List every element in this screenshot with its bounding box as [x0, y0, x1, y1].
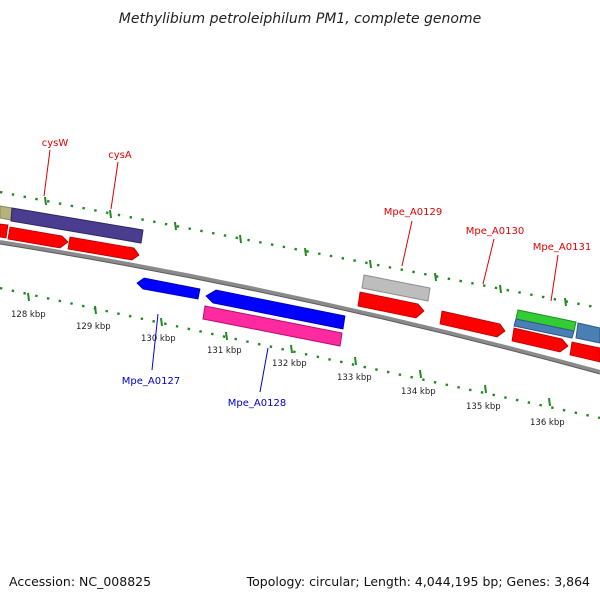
gene-mpe-a0129-grey[interactable]: [361, 274, 431, 302]
outer-major-tick: [174, 221, 177, 231]
reverse-cds-arrow-mpe-a0127[interactable]: [136, 277, 201, 300]
inner-major-tick: [94, 305, 97, 315]
inner-major-tick: [548, 397, 551, 407]
leader-mpe-a0131: [550, 254, 559, 302]
inner-major-tick: [484, 384, 487, 394]
forward-cds-arrow-cysw[interactable]: [7, 226, 69, 249]
topology-text: Topology: circular; Length: 4,044,195 bp…: [246, 574, 590, 589]
gene-label-mpe-a0127[interactable]: Mpe_A0127: [122, 376, 180, 387]
inner-major-tick: [290, 344, 293, 354]
tick-label: 136 kbp: [530, 418, 565, 428]
leader-mpe-a0127: [151, 313, 159, 371]
inner-major-ticks: [27, 292, 551, 407]
forward-cds-arrow-cysa[interactable]: [67, 236, 140, 261]
tick-label: 134 kbp: [401, 387, 436, 397]
genome-backbone-shadow: [0, 243, 600, 375]
gene-label-cysa[interactable]: cysA: [108, 150, 132, 161]
tick-label: 128 kbp: [11, 310, 46, 320]
gene-label-cysw[interactable]: cysW: [42, 138, 69, 149]
outer-major-tick: [564, 297, 567, 307]
outer-major-tick: [44, 196, 47, 206]
forward-cds-arrow-mpe-a0130[interactable]: [439, 310, 506, 338]
gene-label-leaders: [43, 149, 559, 393]
tick-labels: 128 kbp 129 kbp 130 kbp 131 kbp 132 kbp …: [11, 310, 565, 428]
tick-label: 132 kbp: [272, 359, 307, 369]
leader-cysa: [110, 161, 119, 210]
inner-major-tick: [27, 292, 30, 302]
reverse-cds-arrow-mpe-a0128[interactable]: [205, 289, 346, 330]
outer-major-tick: [499, 284, 502, 294]
tick-label: 135 kbp: [466, 402, 501, 412]
outer-major-tick: [239, 234, 242, 244]
inner-major-tick: [419, 369, 422, 379]
tick-label: 133 kbp: [337, 373, 372, 383]
tick-label: 129 kbp: [76, 322, 111, 332]
outer-major-ticks: [44, 196, 567, 307]
forward-cds-arrow[interactable]: [569, 341, 600, 363]
forward-cds-arrow-mpe-a0131[interactable]: [511, 327, 569, 353]
gene-mpe-a0128-pink[interactable]: [202, 305, 343, 347]
tick-label: 131 kbp: [207, 346, 242, 356]
gene-label-mpe-a0129[interactable]: Mpe_A0129: [384, 207, 442, 218]
inner-major-tick: [225, 331, 228, 341]
leader-mpe-a0128: [259, 347, 269, 393]
tick-label: 130 kbp: [141, 334, 176, 344]
forward-outer-genes: [0, 205, 600, 344]
leader-mpe-a0129: [401, 220, 413, 267]
inner-major-tick: [160, 317, 163, 327]
gene-labels: cysW cysA Mpe_A0129 Mpe_A0130 Mpe_A0131 …: [42, 138, 591, 409]
gene-label-mpe-a0131[interactable]: Mpe_A0131: [533, 242, 591, 253]
reverse-cds-arrows: [136, 277, 346, 330]
gene-steelblue-edge[interactable]: [575, 322, 600, 344]
genome-backbone: [0, 240, 600, 374]
accession-text: Accession: NC_008825: [9, 574, 151, 589]
gene-label-mpe-a0130[interactable]: Mpe_A0130: [466, 226, 524, 237]
outer-major-tick: [109, 209, 112, 219]
gene-cysw-cysa-purple[interactable]: [10, 207, 144, 244]
gene-olive[interactable]: [0, 205, 13, 221]
leader-mpe-a0130: [482, 238, 495, 285]
outer-major-tick: [304, 247, 307, 257]
outer-major-tick: [369, 259, 372, 269]
outer-major-tick: [434, 272, 437, 282]
inner-major-tick: [354, 356, 357, 366]
forward-cds-arrows: [0, 223, 600, 363]
map-title: Methylibium petroleiphilum PM1, complete…: [119, 11, 481, 27]
leader-cysw: [43, 149, 51, 197]
gene-mpe-a0131-steelblue[interactable]: [513, 318, 575, 339]
forward-cds-arrow[interactable]: [0, 223, 9, 239]
gene-label-mpe-a0128[interactable]: Mpe_A0128: [228, 398, 286, 409]
forward-cds-arrow-mpe-a0129[interactable]: [357, 291, 425, 319]
